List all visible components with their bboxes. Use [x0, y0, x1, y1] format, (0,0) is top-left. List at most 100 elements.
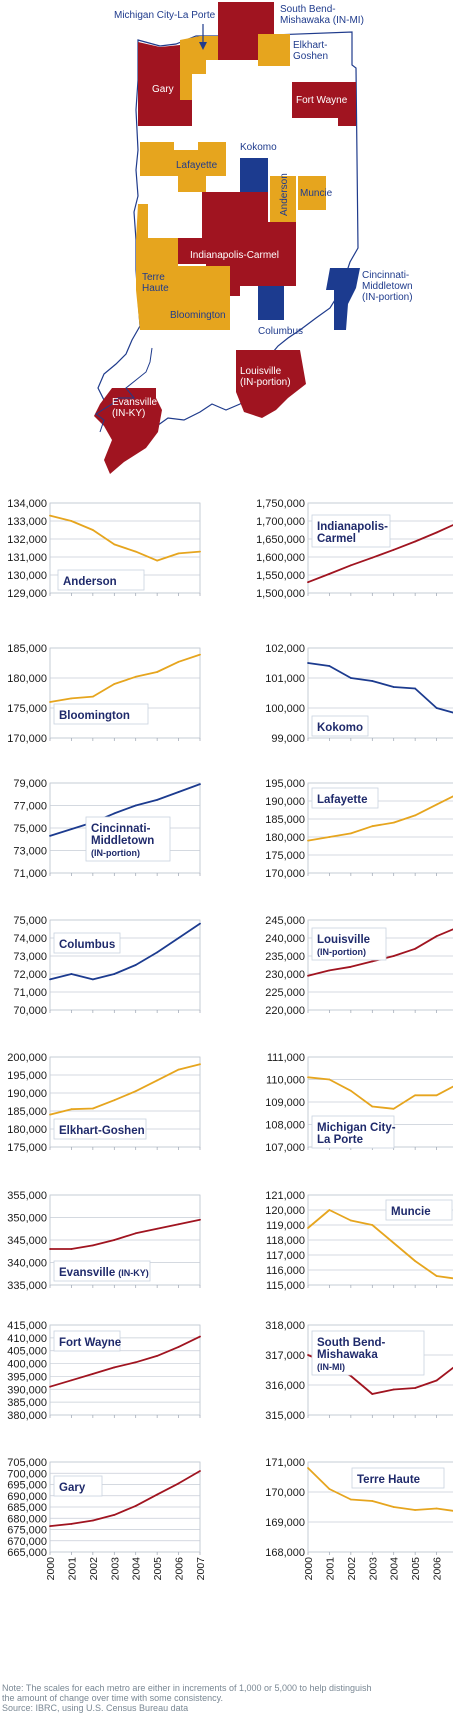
- label-louisville: Louisville (IN-portion): [240, 366, 291, 388]
- label-michigan-city: Michigan City-La Porte: [114, 10, 216, 21]
- y-tick-label: 355,000: [7, 1190, 47, 1202]
- data-point: [91, 695, 94, 698]
- y-tick-label: 195,000: [7, 1070, 47, 1082]
- data-point: [156, 559, 159, 562]
- chart-title: Bloomington: [59, 710, 130, 722]
- series-line: [49, 1335, 201, 1388]
- y-tick-label: 79,000: [13, 778, 47, 790]
- series-line: [49, 922, 201, 981]
- data-point: [307, 974, 309, 977]
- series-line: [49, 514, 201, 562]
- y-tick-label: 131,000: [7, 552, 47, 564]
- y-tick-label: 109,000: [265, 1097, 305, 1109]
- chart-label-box: [311, 1115, 395, 1149]
- chart-title: Fort Wayne: [59, 1337, 121, 1349]
- data-point: [307, 1227, 309, 1229]
- chart-indianapolis-carmel: 1,500,000 1,550,000 1,600,000 1,650,000 1,70…: [256, 498, 453, 600]
- data-point: [49, 978, 51, 981]
- data-point: [91, 978, 94, 981]
- data-point: [177, 552, 180, 555]
- y-tick-label: 380,000: [7, 1410, 47, 1422]
- data-point: [177, 1345, 180, 1348]
- y-tick-label: 169,000: [265, 1517, 305, 1529]
- x-tick-label: 2002: [88, 1557, 100, 1581]
- chart-label-box: [311, 927, 387, 961]
- data-point: [371, 825, 374, 828]
- label-muncie: Muncie: [300, 188, 333, 199]
- label-cincinnati-line-3: (IN-portion): [362, 292, 413, 303]
- data-point: [70, 697, 73, 700]
- x-tick-label: 2004: [131, 1557, 143, 1581]
- chart-title-line: Indianapolis-: [317, 521, 388, 533]
- chart-label-box: [311, 1330, 425, 1376]
- chart-subtitle: (IN-portion): [317, 947, 366, 957]
- data-point: [307, 1354, 309, 1356]
- y-tick-label: 1,700,000: [256, 516, 305, 528]
- series-line: [49, 1470, 201, 1527]
- bloomington-region: [166, 266, 230, 330]
- y-tick-label: 245,000: [265, 915, 305, 927]
- data-point: [392, 686, 395, 688]
- chart-fort-wayne: 380,000385,000390,000395,000400,000405,0…: [7, 1320, 201, 1422]
- x-tick-label: 2000: [45, 1557, 57, 1581]
- y-tick-label: 1,650,000: [256, 534, 305, 546]
- y-tick-label: 405,000: [7, 1346, 47, 1358]
- pointer-arrow-head: [199, 42, 207, 50]
- michigan-city-region: [180, 36, 220, 100]
- chart-title: Evansville (IN-KY): [59, 1267, 149, 1279]
- chart-terre-haute: 168,000 169,000 170,000 171,000 Terre Haute 2…: [265, 1457, 453, 1580]
- y-tick-label: 340,000: [7, 1258, 47, 1270]
- x-tick-label: 2004: [389, 1557, 401, 1581]
- data-point: [328, 573, 331, 575]
- y-tick-label: 240,000: [265, 933, 305, 945]
- chart-title: Terre Haute: [357, 1474, 420, 1486]
- data-point: [392, 821, 395, 824]
- y-tick-label: 75,000: [13, 915, 47, 927]
- chart-title-line: Cincinnati-: [91, 823, 151, 835]
- y-tick-label: 185,000: [7, 1106, 47, 1118]
- series-line: [307, 1076, 453, 1110]
- label-columbus: Columbus: [258, 326, 303, 337]
- y-tick-label: 170,000: [265, 1487, 305, 1499]
- data-point: [371, 1105, 374, 1108]
- y-tick-label: 1,600,000: [256, 552, 305, 564]
- data-point: [113, 812, 116, 815]
- y-tick-label: 117,000: [266, 1250, 305, 1262]
- y-tick-label: 190,000: [265, 796, 305, 808]
- note-line-1: Note: The scales for each metro are eith…: [2, 1683, 372, 1693]
- anderson-region: [270, 176, 296, 222]
- data-point: [371, 960, 374, 963]
- data-point: [70, 1108, 73, 1111]
- cincinnati-region: [326, 268, 360, 330]
- data-point: [91, 1519, 94, 1522]
- data-point: [307, 1467, 309, 1469]
- data-point: [435, 1379, 438, 1382]
- y-tick-label: 171,000: [265, 1457, 305, 1469]
- chart-label-box: [53, 1475, 103, 1497]
- x-tick-label: 2000: [303, 1557, 315, 1581]
- data-point: [70, 828, 73, 831]
- chart-title: Kokomo: [317, 722, 363, 734]
- y-tick-label: 101,000: [265, 673, 305, 685]
- data-point: [177, 1482, 180, 1485]
- y-tick-label: 99,000: [271, 733, 305, 745]
- chart-title-line: La Porte: [317, 1134, 363, 1146]
- y-tick-label: 108,000: [265, 1120, 305, 1132]
- data-point: [91, 1372, 94, 1375]
- elkhart-region: [258, 34, 290, 66]
- data-point: [91, 1107, 94, 1110]
- y-tick-label: 180,000: [7, 673, 47, 685]
- indiana-metro-map: Michigan City-La Porte South Bend-Mishaw…: [94, 2, 413, 474]
- chart-title-line: Carmel: [317, 533, 356, 545]
- chart-columbus: 70,000 71,000 72,000 73,000 74,000 75,000 Colu…: [13, 915, 201, 1017]
- label-gary: Gary: [152, 84, 174, 95]
- data-point: [177, 1068, 180, 1071]
- y-tick-label: 170,000: [265, 868, 305, 880]
- y-tick-label: 230,000: [265, 969, 305, 981]
- label-terre-haute-line-1: Terre: [142, 272, 165, 283]
- data-point: [134, 1504, 137, 1507]
- label-bloomington: Bloomington: [170, 310, 226, 321]
- data-point: [328, 665, 331, 667]
- data-point: [177, 660, 180, 663]
- data-point: [414, 814, 417, 817]
